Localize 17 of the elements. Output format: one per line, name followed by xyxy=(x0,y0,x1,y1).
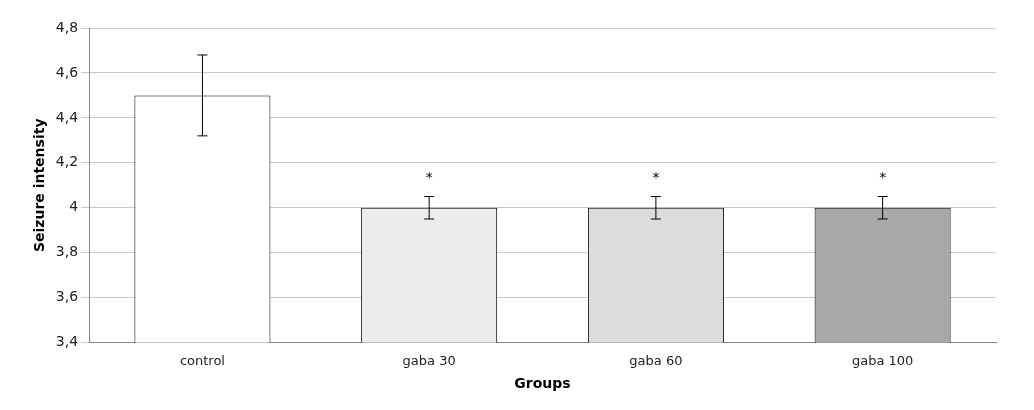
x-tick-label: gaba 60 xyxy=(629,352,683,368)
x-tick-label: gaba 100 xyxy=(851,352,914,368)
x-tick-label: gaba 30 xyxy=(402,352,456,368)
y-tick-label: 4,2 xyxy=(55,153,79,170)
y-tick-label: 4,6 xyxy=(55,63,79,80)
y-tick-label: 3,6 xyxy=(55,288,79,305)
annotation: * xyxy=(652,169,660,186)
annotation: * xyxy=(425,169,433,186)
y-axis-title: Seizure intensity xyxy=(31,118,48,253)
y-tick-label: 4,8 xyxy=(55,18,79,35)
y-tick-label: 3,8 xyxy=(55,243,79,260)
annotation: * xyxy=(879,169,887,186)
y-tick-label: 4 xyxy=(69,198,79,215)
y-tick-label: 3,4 xyxy=(55,333,79,350)
y-tick-label: 4,4 xyxy=(55,108,79,125)
x-axis-title: Groups xyxy=(514,375,571,392)
x-tick-label: control xyxy=(179,352,225,368)
